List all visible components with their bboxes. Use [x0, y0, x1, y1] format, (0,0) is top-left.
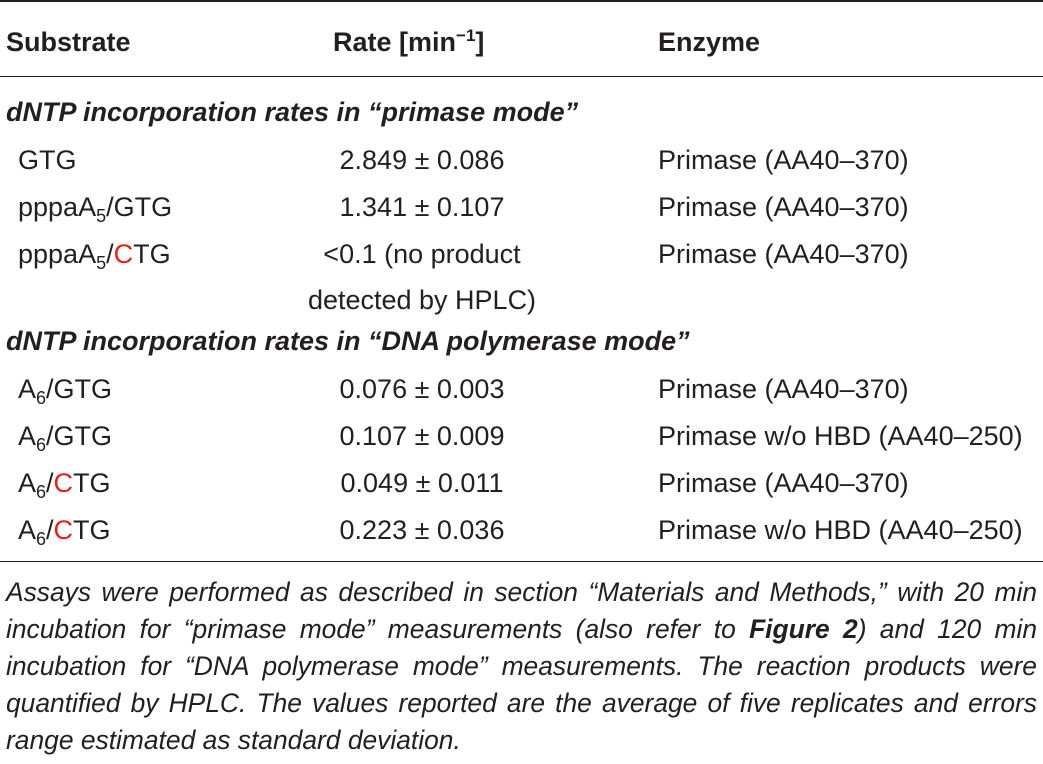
enzyme-cell: Primase (AA40–370): [658, 145, 909, 175]
substrate-cell: A6/CTG: [18, 512, 111, 548]
substrate-cell: pppaA5/GTG: [18, 189, 172, 225]
substrate-slash: /: [106, 192, 114, 222]
enzyme-cell: Primase (AA40–370): [658, 239, 909, 269]
substrate-slash: /: [46, 374, 54, 404]
enzyme-cell: Primase (AA40–370): [658, 468, 909, 498]
rate-cell: <0.1 (no product detected by HPLC): [250, 236, 594, 318]
substrate-template: GTG: [53, 374, 113, 404]
substrate-template: TG: [73, 515, 111, 545]
substrate-text: GTG: [18, 145, 77, 175]
substrate-text: A: [18, 468, 37, 498]
table-row: GTG 2.849 ± 0.086 Primase (AA40–370): [0, 142, 1043, 188]
header-rate: Rate [min−1]: [333, 24, 484, 60]
substrate-template: GTG: [53, 421, 113, 451]
substrate-subscript: 5: [96, 253, 107, 273]
table-top-rule: [0, 0, 1043, 2]
rate-cell: 2.849 ± 0.086: [339, 145, 505, 175]
table-row: pppaA5/GTG 1.341 ± 0.107 Primase (AA40–3…: [0, 189, 1043, 235]
substrate-mismatch-base: C: [113, 239, 134, 269]
table-row: A6/GTG 0.076 ± 0.003 Primase (AA40–370): [0, 371, 1043, 417]
header-substrate: Substrate: [6, 27, 131, 57]
table-footnote: Assays were performed as described in se…: [6, 574, 1037, 759]
substrate-cell: A6/GTG: [18, 371, 112, 407]
substrate-subscript: 6: [36, 435, 47, 455]
substrate-cell: A6/GTG: [18, 418, 112, 454]
substrate-cell: GTG: [18, 142, 77, 178]
substrate-cell: pppaA5/CTG: [18, 236, 171, 272]
substrate-slash: /: [46, 421, 54, 451]
rate-cell: 0.107 ± 0.009: [339, 421, 505, 451]
substrate-mismatch-base: C: [53, 515, 74, 545]
substrate-slash: /: [106, 239, 114, 269]
header-enzyme: Enzyme: [658, 27, 761, 57]
rate-cell: 0.076 ± 0.003: [339, 374, 505, 404]
substrate-template: GTG: [113, 192, 173, 222]
substrate-text: A: [18, 515, 37, 545]
header-rate-exponent: −1: [456, 26, 476, 45]
substrate-subscript: 6: [36, 482, 47, 502]
substrate-text: A: [18, 421, 37, 451]
section-title-dna-polymerase-mode: dNTP incorporation rates in “DNA polymer…: [6, 326, 690, 356]
substrate-template: TG: [73, 468, 111, 498]
substrate-subscript: 6: [36, 388, 47, 408]
figure-reference: Figure 2: [749, 614, 858, 644]
table-row: A6/CTG 0.049 ± 0.011 Primase (AA40–370): [0, 465, 1043, 511]
enzyme-cell: Primase w/o HBD (AA40–250): [658, 421, 1023, 451]
table-row: A6/GTG 0.107 ± 0.009 Primase w/o HBD (AA…: [0, 418, 1043, 464]
enzyme-cell: Primase w/o HBD (AA40–250): [658, 515, 1023, 545]
rate-line-1: <0.1 (no product: [323, 239, 521, 269]
footnote-text-continued: ) and 120 min incubation for “DNA polyme…: [6, 614, 1038, 755]
rate-cell: 1.341 ± 0.107: [339, 192, 505, 222]
rate-line-2: detected by HPLC): [307, 285, 537, 315]
enzyme-cell: Primase (AA40–370): [658, 374, 909, 404]
rate-cell: 0.049 ± 0.011: [340, 468, 504, 498]
table-row: pppaA5/CTG <0.1 (no product detected by …: [0, 236, 1043, 316]
section-title-primase-mode: dNTP incorporation rates in “primase mod…: [6, 97, 579, 127]
substrate-subscript: 5: [96, 206, 107, 226]
rate-cell: 0.223 ± 0.036: [339, 515, 505, 545]
header-rate-bracket: ]: [475, 27, 485, 57]
header-rate-label: Rate [min: [333, 27, 457, 57]
substrate-mismatch-base: C: [53, 468, 74, 498]
enzyme-cell: Primase (AA40–370): [658, 192, 909, 222]
header-rule: [0, 76, 1043, 77]
table-bottom-rule: [0, 561, 1043, 562]
table-row: A6/CTG 0.223 ± 0.036 Primase w/o HBD (AA…: [0, 512, 1043, 558]
substrate-subscript: 6: [36, 529, 47, 549]
substrate-text: pppaA: [18, 239, 97, 269]
footnote-text: Assays were performed as described in se…: [6, 577, 1037, 644]
substrate-template: TG: [133, 239, 171, 269]
substrate-cell: A6/CTG: [18, 465, 111, 501]
substrate-slash: /: [46, 515, 54, 545]
substrate-text: pppaA: [18, 192, 97, 222]
substrate-slash: /: [46, 468, 54, 498]
substrate-text: A: [18, 374, 37, 404]
